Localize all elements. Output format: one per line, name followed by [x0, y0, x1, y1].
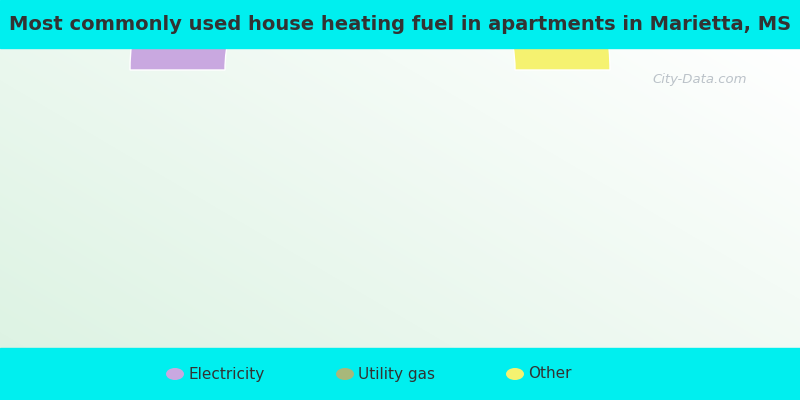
Text: Electricity: Electricity	[188, 366, 264, 382]
Text: Other: Other	[528, 366, 571, 382]
Text: Most commonly used house heating fuel in apartments in Marietta, MS: Most commonly used house heating fuel in…	[9, 14, 791, 34]
Wedge shape	[481, 0, 610, 70]
Ellipse shape	[506, 368, 524, 380]
Ellipse shape	[336, 368, 354, 380]
Bar	[0, 348, 800, 400]
Text: City-Data.com: City-Data.com	[653, 74, 747, 86]
Bar	[0, 0, 800, 48]
Ellipse shape	[166, 368, 184, 380]
Text: Utility gas: Utility gas	[358, 366, 435, 382]
Wedge shape	[130, 0, 490, 70]
